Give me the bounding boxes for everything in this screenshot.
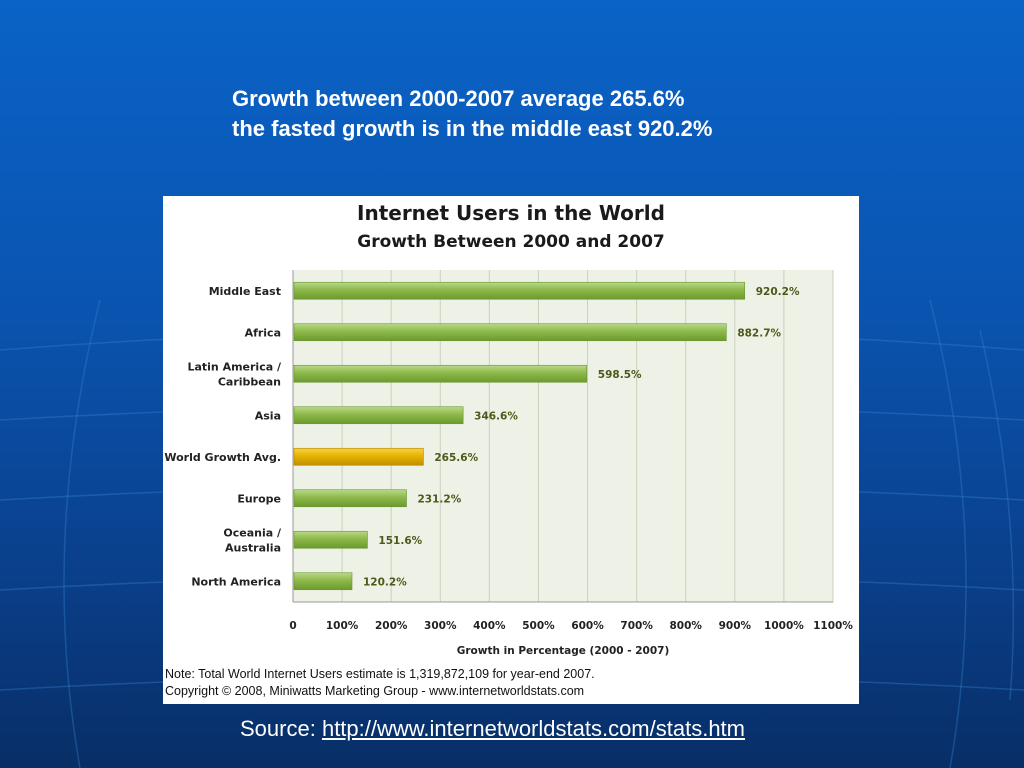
x-tick-label: 700% bbox=[620, 620, 653, 632]
bar-value-label: 598.5% bbox=[598, 369, 642, 381]
category-label: Australia bbox=[225, 541, 281, 554]
source-link[interactable]: http://www.internetworldstats.com/stats.… bbox=[321, 716, 745, 741]
bar bbox=[293, 489, 407, 508]
x-tick-label: 200% bbox=[375, 620, 408, 632]
x-tick-label: 900% bbox=[719, 620, 752, 632]
bar bbox=[293, 281, 746, 300]
bar-chart: Internet Users in the World Growth Betwee… bbox=[164, 201, 853, 698]
bar-value-label: 265.6% bbox=[434, 452, 478, 464]
x-tick-label: 100% bbox=[326, 620, 359, 632]
category-label: Oceania / bbox=[223, 526, 282, 539]
chart-note: Note: Total World Internet Users estimat… bbox=[165, 667, 595, 681]
bar bbox=[293, 447, 424, 466]
x-tick-label: 300% bbox=[424, 620, 457, 632]
bar-value-label: 346.6% bbox=[474, 410, 518, 422]
plot-area bbox=[293, 270, 833, 602]
category-label: North America bbox=[191, 575, 281, 588]
chart-note: Copyright © 2008, Miniwatts Marketing Gr… bbox=[165, 684, 584, 698]
category-label: Asia bbox=[255, 409, 281, 422]
bar bbox=[293, 323, 727, 342]
bar-value-label: 231.2% bbox=[417, 493, 461, 505]
x-tick-label: 0 bbox=[289, 620, 296, 632]
x-tick-label: 1000% bbox=[764, 620, 804, 632]
category-label: Middle East bbox=[209, 285, 281, 298]
category-label: Latin America / bbox=[187, 360, 282, 373]
source-label: Source: bbox=[240, 716, 316, 741]
bar bbox=[293, 572, 353, 591]
x-tick-label: 500% bbox=[522, 620, 555, 632]
x-axis-label: Growth in Percentage (2000 - 2007) bbox=[457, 645, 670, 657]
bar-value-label: 120.2% bbox=[363, 576, 407, 588]
headline-line-2: the fasted growth is in the middle east … bbox=[232, 116, 713, 141]
bar-value-label: 920.2% bbox=[756, 286, 800, 298]
source-line: Source: http://www.internetworldstats.co… bbox=[240, 716, 745, 742]
chart-panel: Internet Users in the World Growth Betwee… bbox=[163, 196, 859, 704]
bar bbox=[293, 406, 464, 425]
x-tick-label: 400% bbox=[473, 620, 506, 632]
x-tick-label: 1100% bbox=[813, 620, 853, 632]
bar-value-label: 151.6% bbox=[378, 535, 422, 547]
bar bbox=[293, 530, 368, 549]
x-tick-label: 600% bbox=[571, 620, 604, 632]
headline-line-1: Growth between 2000-2007 average 265.6% bbox=[232, 86, 685, 111]
category-label: Europe bbox=[237, 492, 281, 505]
x-tick-label: 800% bbox=[670, 620, 703, 632]
chart-title: Internet Users in the World bbox=[357, 201, 665, 225]
bar-value-label: 882.7% bbox=[737, 327, 781, 339]
bar bbox=[293, 364, 588, 383]
slide-headline: Growth between 2000-2007 average 265.6% … bbox=[232, 84, 712, 144]
category-label: Africa bbox=[245, 326, 281, 339]
category-label: Caribbean bbox=[218, 375, 281, 388]
chart-subtitle: Growth Between 2000 and 2007 bbox=[357, 232, 664, 252]
category-label: World Growth Avg. bbox=[164, 451, 281, 464]
